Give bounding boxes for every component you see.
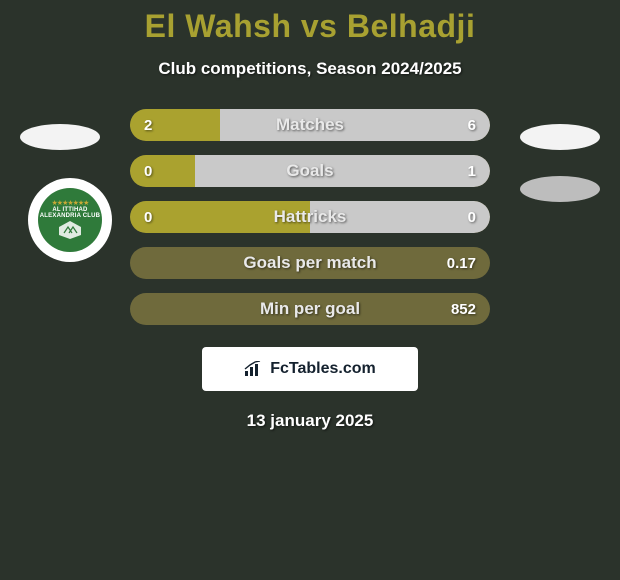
stat-value-right: 852 [451,301,476,318]
comparison-card: El Wahsh vs Belhadji Club competitions, … [0,0,620,580]
stat-value-left: 2 [144,117,152,134]
stat-label: Goals per match [130,253,490,273]
flag-right-icon [520,124,600,150]
stat-value-right: 0.17 [447,255,476,272]
stat-value-left: 0 [144,163,152,180]
title: El Wahsh vs Belhadji [0,0,620,45]
flag-right-2-icon [520,176,600,202]
attribution-text: FcTables.com [270,360,376,378]
player-right-name: Belhadji [347,8,475,44]
bar-chart-icon [244,361,264,377]
stat-row: Min per goal852 [130,293,490,325]
badge-stars-icon: ★★★★★★★ [52,199,89,207]
flag-left-icon [20,124,100,150]
vs-separator: vs [301,8,338,44]
stat-row: Goals0 1 [130,155,490,187]
badge-emblem-icon [55,219,85,241]
stat-label: Goals [130,161,490,181]
stat-value-right: 0 [468,209,476,226]
stat-label: Hattricks [130,207,490,227]
stat-value-right: 1 [468,163,476,180]
date-text: 13 january 2025 [0,411,620,431]
club-badge-inner: ★★★★★★★ AL ITTIHAD ALEXANDRIA CLUB [38,188,102,252]
stat-value-left: 0 [144,209,152,226]
stat-row: Matches2 6 [130,109,490,141]
stat-row: Hattricks0 0 [130,201,490,233]
subtitle: Club competitions, Season 2024/2025 [0,59,620,79]
attribution-badge: FcTables.com [202,347,418,391]
stat-value-right: 6 [468,117,476,134]
stat-label: Matches [130,115,490,135]
stat-row: Goals per match0.17 [130,247,490,279]
club-badge-left: ★★★★★★★ AL ITTIHAD ALEXANDRIA CLUB [28,178,112,262]
player-left-name: El Wahsh [145,8,292,44]
stat-label: Min per goal [130,299,490,319]
